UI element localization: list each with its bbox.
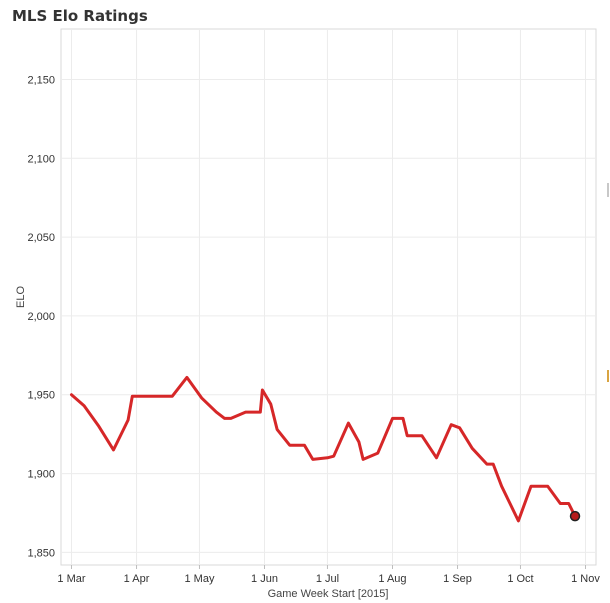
y-tick-label: 2,100: [27, 153, 55, 165]
x-tick-label: 1 Jun: [251, 573, 278, 585]
y-tick-label: 1,850: [27, 547, 55, 559]
x-tick-label: 1 Jul: [316, 573, 339, 585]
y-tick-label: 2,000: [27, 311, 55, 323]
y-gridlines: [61, 78, 596, 553]
y-tick-label: 1,900: [27, 469, 55, 481]
series-line: [70, 375, 577, 523]
chart-title: MLS Elo Ratings: [12, 7, 148, 25]
x-tick-label: 1 Mar: [57, 573, 85, 585]
series-layer: [70, 375, 581, 523]
last-point-marker[interactable]: [569, 510, 581, 522]
y-tick-label: 2,050: [27, 232, 55, 244]
x-tick-label: 1 Apr: [124, 573, 150, 585]
x-tick-label: 1 May: [184, 573, 214, 585]
x-gridlines: [70, 29, 587, 569]
x-tick-label: 1 Aug: [378, 573, 406, 585]
y-tick-label: 1,950: [27, 390, 55, 402]
x-tick-label: 1 Sep: [443, 573, 472, 585]
x-tick-labels: 1 Mar 1 Apr 1 May 1 Jun 1 Jul 1 Aug 1 Sep 1 Oct…: [57, 573, 600, 585]
x-tick-label: 1 Nov: [571, 573, 600, 585]
x-axis-title: Game Week Start [2015]: [268, 588, 389, 600]
edge-divider-mark: [607, 183, 609, 197]
edge-accent-mark: [607, 370, 609, 382]
y-tick-label: 2,150: [27, 74, 55, 86]
y-axis-title: ELO: [15, 286, 27, 308]
plot-area: [60, 28, 597, 566]
y-tick-labels: 1,850 1,900 1,950 2,000 2,050 2,100 2,150: [27, 74, 55, 559]
x-tick-label: 1 Oct: [507, 573, 533, 585]
